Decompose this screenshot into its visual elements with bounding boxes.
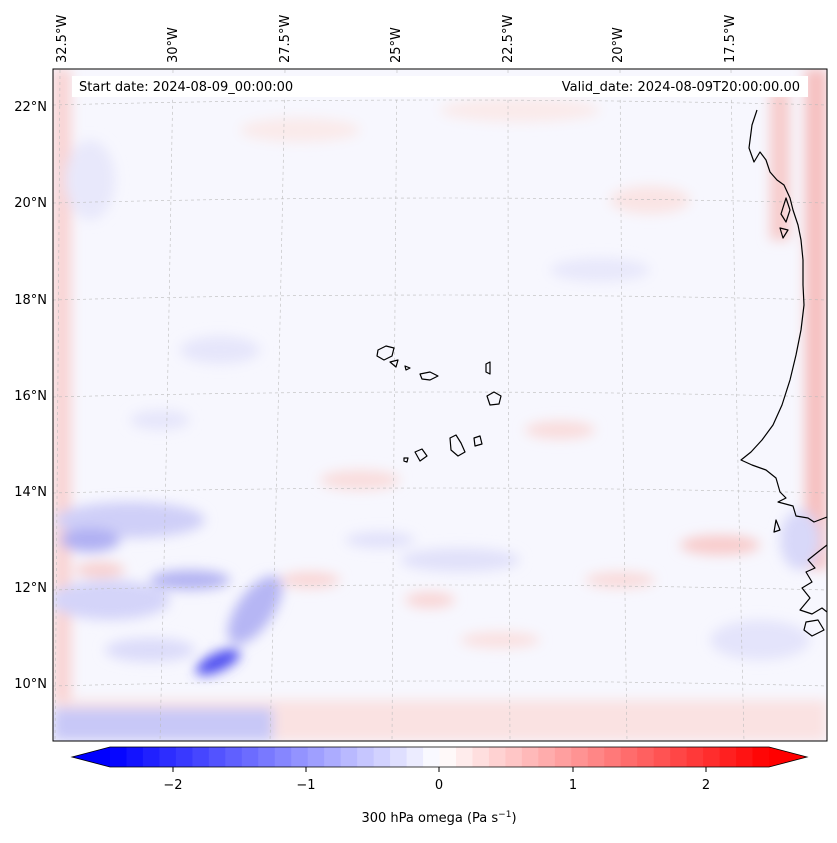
lon-label: 30°W bbox=[166, 27, 181, 63]
colorbar-segment bbox=[637, 747, 655, 767]
colorbar-segment bbox=[703, 747, 721, 767]
island-outline bbox=[376, 345, 395, 361]
colorbar-tick-label: −2 bbox=[163, 778, 182, 793]
colorbar-segment bbox=[126, 747, 144, 767]
lat-label: 12°N bbox=[14, 581, 47, 596]
longitude-labels: 32.5°W 30°W 27.5°W 25°W 22.5°W 20°W 17.5… bbox=[55, 15, 738, 63]
colorbar-tick-label: 1 bbox=[569, 778, 577, 793]
colorbar-segment bbox=[225, 747, 243, 767]
colorbar-segment bbox=[142, 747, 161, 767]
colorbar-segment bbox=[340, 747, 358, 767]
colorbar-segment bbox=[472, 747, 490, 767]
colorbar-tick-label: 2 bbox=[702, 778, 710, 793]
colorbar-segment bbox=[274, 747, 292, 767]
lat-label: 18°N bbox=[14, 293, 47, 308]
island-outline bbox=[779, 227, 789, 239]
colorbar-segments bbox=[72, 747, 807, 767]
island-outline bbox=[486, 391, 502, 406]
colorbar-segment bbox=[373, 747, 391, 767]
island-outline bbox=[419, 371, 439, 381]
colorbar-segment bbox=[357, 747, 375, 767]
island-outline bbox=[485, 361, 491, 375]
colorbar-label: 300 hPa omega (Pa s−1) bbox=[361, 810, 516, 826]
map-panel: Start date: 2024-08-09_00:00:00 Valid_da… bbox=[53, 69, 827, 741]
island-outline bbox=[414, 448, 428, 462]
colorbar-segment bbox=[241, 747, 259, 767]
island-outline bbox=[403, 457, 409, 463]
lon-label: 27.5°W bbox=[278, 15, 293, 63]
lat-label: 16°N bbox=[14, 389, 47, 404]
start-date-label: Start date: 2024-08-09_00:00:00 bbox=[79, 80, 293, 95]
colorbar: −2 −1 0 1 2 300 hPa omega (Pa s−1) bbox=[70, 746, 809, 826]
colorbar-segment bbox=[192, 747, 210, 767]
island-outline bbox=[773, 519, 781, 533]
colorbar-segment bbox=[505, 747, 523, 767]
colorbar-segment bbox=[258, 747, 276, 767]
african-coastline bbox=[740, 109, 827, 523]
colorbar-segment bbox=[423, 747, 441, 767]
colorbar-ticks bbox=[172, 767, 707, 772]
colorbar-label-text: 300 hPa omega (Pa s bbox=[361, 811, 498, 826]
colorbar-label-superscript: −1 bbox=[498, 810, 511, 820]
colorbar-segment bbox=[291, 747, 309, 767]
gridlines bbox=[53, 69, 827, 741]
colorbar-segment bbox=[571, 747, 589, 767]
colorbar-segment bbox=[488, 747, 507, 767]
colorbar-segment bbox=[752, 747, 770, 767]
lat-label: 10°N bbox=[14, 677, 47, 692]
colorbar-segment bbox=[604, 747, 622, 767]
colorbar-segment bbox=[736, 747, 754, 767]
island-outline bbox=[404, 365, 411, 371]
lat-label: 22°N bbox=[14, 100, 47, 115]
colorbar-segment bbox=[521, 747, 539, 767]
colorbar-segment bbox=[307, 747, 325, 767]
lat-label: 14°N bbox=[14, 485, 47, 500]
colorbar-segment bbox=[538, 747, 556, 767]
colorbar-segment bbox=[406, 747, 424, 767]
colorbar-segment bbox=[208, 747, 226, 767]
lat-label: 20°N bbox=[14, 196, 47, 211]
colorbar-segment bbox=[110, 747, 128, 767]
lon-label: 20°W bbox=[611, 27, 626, 63]
colorbar-segment bbox=[159, 747, 177, 767]
colorbar-extend-high bbox=[769, 747, 807, 767]
coastlines bbox=[376, 109, 827, 637]
colorbar-label-close: ) bbox=[511, 811, 516, 826]
colorbar-segment bbox=[620, 747, 638, 767]
african-coastline bbox=[799, 544, 827, 615]
colorbar-extend-low bbox=[72, 747, 110, 767]
lon-label: 22.5°W bbox=[501, 15, 516, 63]
lon-label: 25°W bbox=[389, 27, 404, 63]
colorbar-segment bbox=[455, 747, 474, 767]
valid-date-label: Valid_date: 2024-08-09T20:00:00.00 bbox=[562, 80, 800, 95]
colorbar-tick-label: −1 bbox=[296, 778, 315, 793]
colorbar-segment bbox=[686, 747, 704, 767]
latitude-labels: 22°N 20°N 18°N 16°N 14°N 12°N 10°N bbox=[14, 100, 47, 692]
island-outline bbox=[449, 434, 466, 457]
colorbar-outline bbox=[70, 746, 809, 768]
colorbar-segment bbox=[175, 747, 193, 767]
island-outline bbox=[473, 435, 483, 447]
map-background bbox=[53, 69, 827, 741]
colorbar-tick-label: 0 bbox=[435, 778, 443, 793]
colorbar-tick-labels: −2 −1 0 1 2 bbox=[163, 778, 710, 793]
lon-label: 17.5°W bbox=[723, 15, 738, 63]
map-frame bbox=[52, 68, 828, 742]
colorbar-segment bbox=[439, 747, 457, 767]
colorbar-segment bbox=[587, 747, 605, 767]
header-strip bbox=[72, 76, 808, 97]
island-outline bbox=[803, 619, 825, 637]
island-outline bbox=[389, 359, 399, 368]
colorbar-segment bbox=[719, 747, 737, 767]
colorbar-segment bbox=[670, 747, 688, 767]
lon-label: 32.5°W bbox=[55, 15, 70, 63]
colorbar-segment bbox=[653, 747, 671, 767]
island-outline bbox=[780, 197, 791, 223]
colorbar-segment bbox=[324, 747, 342, 767]
colorbar-segment bbox=[554, 747, 572, 767]
colorbar-segment bbox=[390, 747, 408, 767]
